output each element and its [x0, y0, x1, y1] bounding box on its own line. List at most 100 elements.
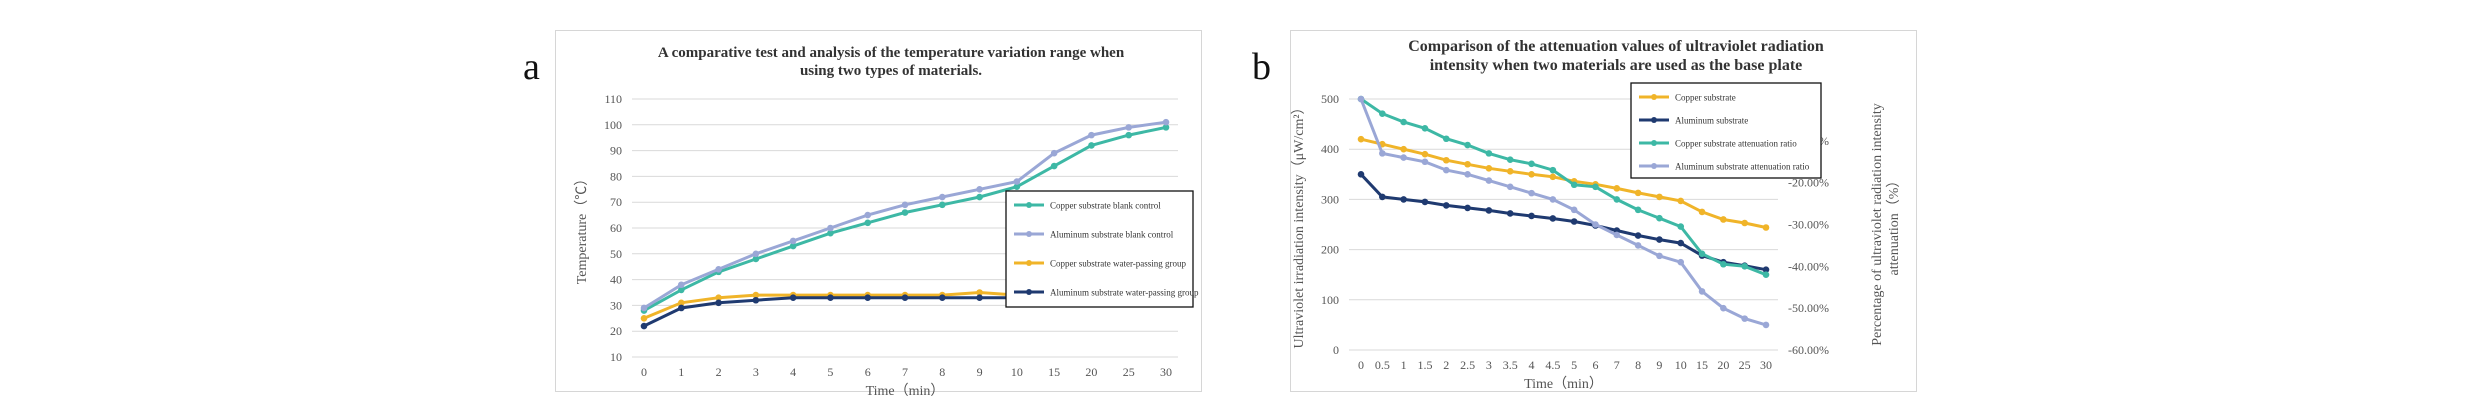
data-point: [864, 211, 872, 219]
data-point: [901, 201, 909, 209]
data-point: [827, 224, 834, 232]
legend-swatch-marker: [1026, 289, 1032, 295]
x-tick-label: 4.5: [1545, 358, 1560, 372]
legend-swatch-marker: [1026, 260, 1032, 266]
data-point: [1698, 288, 1706, 295]
data-point: [938, 201, 946, 209]
data-point: [1421, 198, 1429, 206]
data-point: [752, 291, 760, 299]
data-point: [1634, 189, 1642, 197]
x-tick-label: 15: [1048, 365, 1060, 379]
data-point: [677, 299, 685, 307]
data-point: [1357, 135, 1365, 143]
data-point: [1506, 210, 1514, 217]
data-point: [827, 294, 834, 301]
data-point: [1549, 215, 1557, 222]
data-point: [1613, 185, 1621, 192]
data-point: [827, 229, 834, 237]
data-point: [938, 193, 946, 201]
x-tick-label: 3: [1486, 358, 1492, 372]
data-point: [640, 315, 648, 322]
x-tick-label: 7: [902, 365, 908, 379]
data-point: [752, 250, 760, 258]
data-point: [1421, 150, 1429, 158]
data-point: [1088, 142, 1095, 149]
data-point: [1528, 171, 1535, 178]
data-point: [1634, 206, 1642, 214]
data-point: [677, 304, 685, 312]
x-tick-label: 7: [1614, 358, 1620, 372]
data-point: [715, 294, 722, 301]
x-tick-label: 9: [977, 365, 983, 379]
series-line: [1360, 97, 1767, 277]
temperature-chart-svg: A comparative test and analysis of the t…: [574, 45, 1199, 399]
data-point: [1656, 193, 1663, 201]
data-point: [976, 289, 983, 296]
data-point: [640, 304, 648, 312]
data-point: [1656, 214, 1663, 222]
data-point: [752, 296, 760, 304]
x-tick-label: 20: [1085, 365, 1097, 379]
y-tick-label: 200: [1321, 243, 1339, 257]
data-point: [1125, 124, 1133, 131]
x-tick-label: 25: [1739, 358, 1751, 372]
x-tick-label: 0.5: [1375, 358, 1390, 372]
y2-tick-label: -40.00%: [1788, 259, 1829, 273]
series-line: [1359, 173, 1767, 272]
data-point: [1698, 250, 1706, 258]
data-point: [1528, 212, 1535, 220]
y2-axis-label-line: attenuation（%）: [1886, 174, 1902, 276]
data-point: [677, 286, 685, 294]
x-axis-label: Time（min）: [866, 383, 945, 399]
data-point: [752, 255, 760, 263]
data-point: [1421, 158, 1429, 166]
x-tick-label: 3.5: [1503, 358, 1518, 372]
y-tick-label: 100: [604, 118, 622, 132]
data-point: [1549, 196, 1557, 203]
data-point: [1442, 156, 1450, 164]
data-point: [789, 294, 797, 301]
data-point: [1357, 171, 1365, 178]
y-tick-label: 70: [610, 195, 622, 209]
data-point: [1506, 183, 1514, 191]
y2-tick-label: -30.00%: [1788, 218, 1829, 232]
y-tick-label: 40: [610, 273, 622, 287]
data-point: [1720, 304, 1727, 312]
x-tick-label: 5: [1571, 358, 1577, 372]
data-point: [715, 265, 722, 273]
data-point: [1379, 150, 1386, 157]
x-tick-label: 9: [1656, 358, 1662, 372]
x-tick-label: 0: [1358, 358, 1364, 372]
y-tick-label: 100: [1321, 293, 1339, 307]
x-tick-label: 0: [641, 365, 647, 379]
series-line: [1359, 98, 1767, 327]
x-tick-label: 8: [939, 365, 945, 379]
data-point: [1613, 196, 1621, 203]
x-axis-label: Time（min）: [1524, 376, 1603, 392]
y-tick-label: 50: [610, 247, 622, 261]
y2-tick-label: -50.00%: [1788, 301, 1829, 315]
legend-swatch-marker: [1651, 163, 1657, 169]
x-tick-label: 4: [790, 365, 796, 379]
legend-entry: Aluminum substrate attenuation ratio: [1675, 162, 1810, 172]
legend-box: [1005, 190, 1194, 308]
data-point: [864, 219, 872, 227]
data-point: [1720, 216, 1727, 223]
data-point: [1125, 131, 1133, 139]
data-point: [1421, 124, 1429, 132]
x-tick-label: 30: [1760, 358, 1772, 372]
y-tick-label: 300: [1321, 192, 1339, 206]
data-point: [1677, 197, 1685, 205]
legend-entry: Copper substrate: [1675, 93, 1736, 103]
data-point: [1570, 218, 1578, 225]
y-tick-label: 0: [1333, 343, 1339, 357]
data-point: [1464, 204, 1471, 212]
data-point: [1464, 171, 1471, 178]
data-point: [1720, 260, 1727, 268]
y2-tick-label: -60.00%: [1788, 343, 1829, 357]
uv-attenuation-chart: Comparison of the attenuation values of …: [1290, 30, 1917, 392]
x-tick-label: 30: [1160, 365, 1172, 379]
data-point: [789, 237, 797, 245]
data-point: [1656, 236, 1663, 243]
legend-entry: Aluminum substrate water-passing group: [1050, 288, 1199, 298]
